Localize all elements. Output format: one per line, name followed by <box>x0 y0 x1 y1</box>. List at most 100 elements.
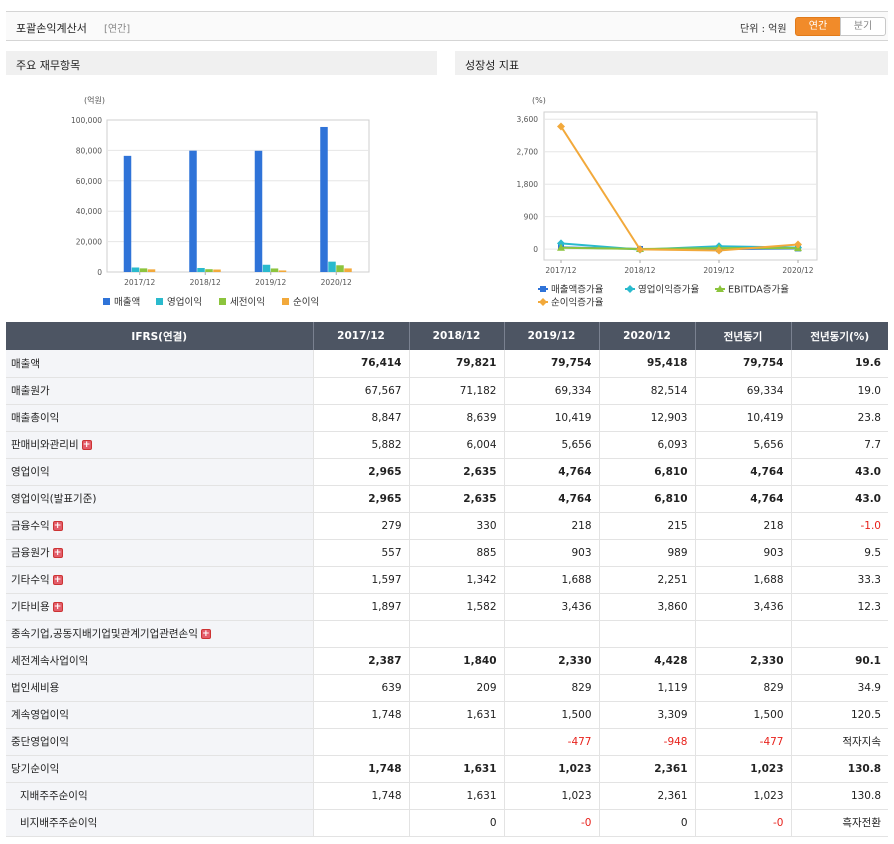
value-cell: 7.7 <box>791 431 888 459</box>
y-tick-label: 100,000 <box>71 116 102 125</box>
value-cell <box>409 728 505 756</box>
expand-plus-icon[interactable]: + <box>81 440 92 450</box>
legend-label: EBITDA증가율 <box>728 285 789 296</box>
legend-label: 매출액증가율 <box>551 284 604 296</box>
value-cell: 4,764 <box>695 485 792 513</box>
value-cell: 6,004 <box>409 431 505 459</box>
value-cell: 10,419 <box>695 404 792 432</box>
value-cell: 67,567 <box>313 377 410 405</box>
value-cell: 1,631 <box>409 782 505 810</box>
point-순이익증가율-2018/12 <box>636 245 644 254</box>
row-label-cell: 금융원가 + <box>6 539 314 567</box>
bar-영업이익-2018/12 <box>197 267 205 272</box>
y-tick-label: 0 <box>97 268 102 277</box>
key-financials-bar-chart: (억원) 100,000 80,000 60,000 40,000 20,000 0 2017… <box>71 95 370 308</box>
value-cell: 557 <box>313 539 410 567</box>
y-tick-label: 80,000 <box>76 146 102 155</box>
value-cell: 12.3 <box>791 593 888 621</box>
statement-title: 포괄손익계산서 <box>16 22 87 35</box>
row-label-cell: 판매비와관리비 + <box>6 431 314 459</box>
legend-label: 매출액 <box>114 296 140 308</box>
bar-세전이익-2020/12 <box>336 265 344 272</box>
expand-plus-icon[interactable]: + <box>52 548 63 558</box>
plot-area <box>106 119 370 273</box>
y-unit-label: (억원) <box>84 95 105 105</box>
value-cell: 43.0 <box>791 485 888 513</box>
header-cell-period: 2020/12 <box>599 322 696 350</box>
table-row: 계속영업이익 1,748 1,631 1,500 3,309 1,500 120.5 <box>6 701 888 729</box>
value-cell <box>599 620 696 648</box>
value-cell: 989 <box>599 539 696 567</box>
value-cell: 3,860 <box>599 593 696 621</box>
value-cell <box>313 728 410 756</box>
value-cell: 1,631 <box>409 755 505 783</box>
value-cell: 5,656 <box>695 431 792 459</box>
value-cell: 34.9 <box>791 674 888 702</box>
row-label: 기타수익 <box>11 574 50 586</box>
value-cell <box>313 809 410 837</box>
table-row: 영업이익 2,965 2,635 4,764 6,810 4,764 43.0 <box>6 458 888 486</box>
legend-swatch <box>103 298 110 305</box>
expand-plus-icon[interactable]: + <box>200 629 211 639</box>
value-cell: 4,428 <box>599 647 696 675</box>
row-label: 비지배주주순이익 <box>20 817 98 829</box>
bar-순이익-2018/12 <box>213 269 221 272</box>
y-tick-label: 2,700 <box>517 148 539 157</box>
annual-toggle-button[interactable]: 연간 <box>795 17 841 36</box>
series-line-순이익증가율 <box>560 125 799 252</box>
bar-매출액-2017/12 <box>123 155 132 272</box>
value-cell: 4,764 <box>504 485 600 513</box>
row-label-cell: 금융수익 + <box>6 512 314 540</box>
value-cell: 19.0 <box>791 377 888 405</box>
row-label: 매출총이익 <box>11 412 60 424</box>
bar-세전이익-2019/12 <box>270 268 279 272</box>
value-cell: 1,023 <box>504 755 600 783</box>
value-cell: 2,330 <box>504 647 600 675</box>
row-label: 중단영업이익 <box>11 736 69 748</box>
row-label-cell: 기타비용 + <box>6 593 314 621</box>
legend-label: 순이익증가율 <box>551 297 604 309</box>
value-cell: -1.0 <box>791 512 888 540</box>
growth-line-chart: (%) 3,600 2,700 1,800 900 0 2017/12 2018/12 2019… <box>517 96 818 309</box>
value-cell: 19.6 <box>791 350 888 378</box>
bar-순이익-2020/12 <box>344 268 352 272</box>
table-row: 중단영업이익 -477 -948 -477 적자지속 <box>6 728 888 756</box>
value-cell <box>695 620 792 648</box>
table-row: 매출액 76,414 79,821 79,754 95,418 79,754 19.6 <box>6 350 888 378</box>
y-tick-label: 20,000 <box>76 238 102 247</box>
expand-plus-icon[interactable]: + <box>52 521 63 531</box>
value-cell: 1,023 <box>695 782 792 810</box>
table-row: 판매비와관리비 +5,882 6,004 5,656 6,093 5,656 7.7 <box>6 431 888 459</box>
value-cell: 3,309 <box>599 701 696 729</box>
value-cell: 1,023 <box>695 755 792 783</box>
value-cell: 1,500 <box>695 701 792 729</box>
table-row: 당기순이익 1,748 1,631 1,023 2,361 1,023 130.8 <box>6 755 888 783</box>
expand-plus-icon[interactable]: + <box>52 602 63 612</box>
bar-순이익-2019/12 <box>278 270 287 272</box>
table-row: 법인세비용 639 209 829 1,119 829 34.9 <box>6 674 888 702</box>
expand-plus-icon[interactable]: + <box>52 575 63 585</box>
value-cell: 2,330 <box>695 647 792 675</box>
x-tick-label: 2019/12 <box>255 278 286 287</box>
quarter-toggle-button[interactable]: 분기 <box>840 17 886 36</box>
growth-indicators-panel-header: 성장성 지표 <box>455 51 888 75</box>
value-cell: 71,182 <box>409 377 505 405</box>
key-financials-panel-header: 주요 재무항목 <box>6 51 437 75</box>
point-순이익증가율-2019/12 <box>715 246 723 255</box>
y-tick-label: 3,600 <box>517 115 539 124</box>
value-cell: 1,631 <box>409 701 505 729</box>
legend-marker <box>626 285 634 293</box>
value-cell: 76,414 <box>313 350 410 378</box>
legend-swatch <box>156 298 163 305</box>
y-tick-label: 1,800 <box>517 180 539 189</box>
x-tick-label: 2020/12 <box>321 278 352 287</box>
value-cell: 3,436 <box>504 593 600 621</box>
row-label: 계속영업이익 <box>11 709 69 721</box>
value-cell: 2,361 <box>599 782 696 810</box>
bar-영업이익-2019/12 <box>262 264 271 272</box>
value-cell: 6,810 <box>599 458 696 486</box>
value-cell: 2,635 <box>409 485 505 513</box>
legend-marker <box>539 298 547 306</box>
value-cell: 82,514 <box>599 377 696 405</box>
bar-매출액-2018/12 <box>189 150 197 272</box>
